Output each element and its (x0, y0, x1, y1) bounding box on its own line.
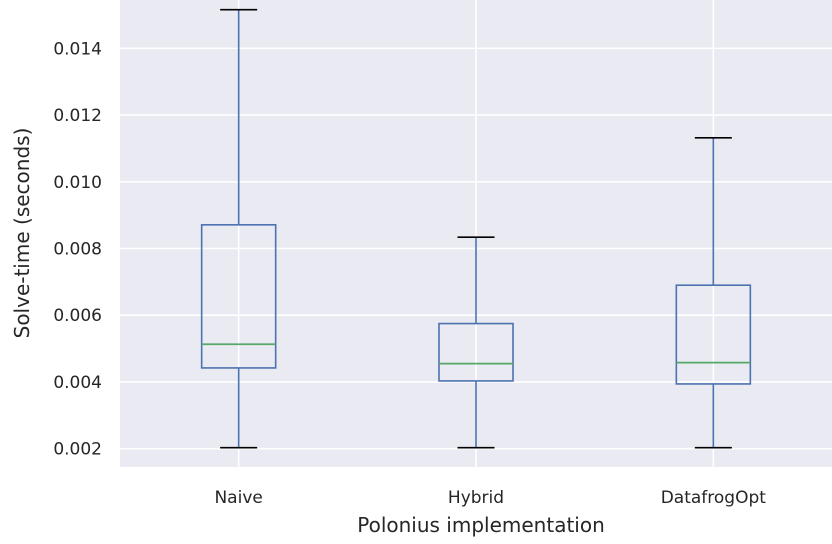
y-tick-label: 0.012 (53, 106, 102, 126)
x-tick-label: Hybrid (448, 488, 504, 508)
y-tick-label: 0.004 (53, 373, 102, 393)
box-naive (200, 8, 277, 449)
y-tick-label: 0.008 (53, 240, 102, 260)
iqr-box (438, 322, 514, 382)
box-datafrogopt (675, 136, 752, 449)
x-axis-label: Polonius implementation (357, 513, 605, 537)
iqr-box (200, 224, 277, 369)
y-tick-labels: 0.002 0.004 0.006 0.008 0.010 0.012 0.014 (53, 39, 102, 459)
x-tick-label: DatafrogOpt (661, 488, 767, 508)
boxes (200, 8, 752, 449)
y-axis-label: Solve-time (seconds) (10, 128, 34, 339)
y-tick-label: 0.006 (53, 306, 102, 326)
box-hybrid (438, 236, 514, 449)
y-tick-label: 0.002 (53, 440, 102, 460)
x-tick-labels: Naive Hybrid DatafrogOpt (214, 488, 766, 508)
y-tick-label: 0.010 (53, 173, 102, 193)
iqr-box (675, 284, 752, 385)
y-tick-label: 0.014 (53, 39, 102, 59)
x-tick-label: Naive (214, 488, 262, 508)
